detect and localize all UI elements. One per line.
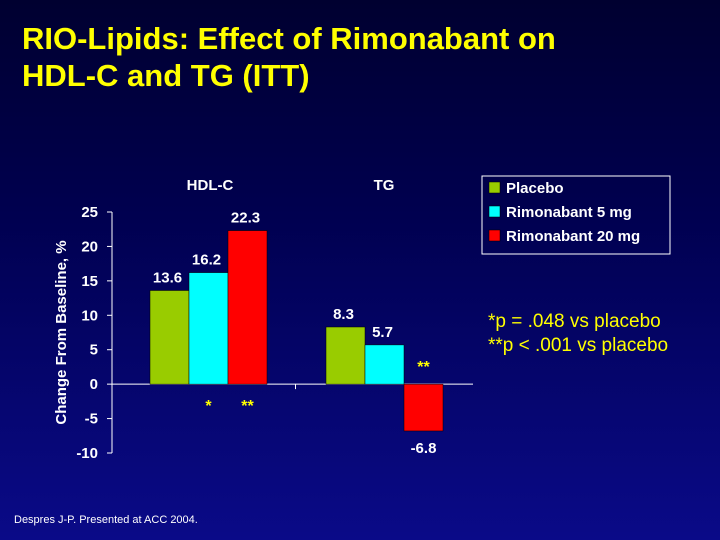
chart-axes: 25 20 15 10 5 0 -5 -10 Change From Baseline, % [53, 204, 473, 462]
data-label: 22.3 [231, 210, 260, 227]
y-tick-label: 0 [90, 376, 98, 393]
bar [188, 272, 229, 385]
bar [325, 326, 366, 385]
chart-labels: HDL-C 13.6 16.2 * 22.3 ** TG 8.3 5.7 -6.8 ** [153, 177, 437, 457]
source-citation: Despres J-P. Presented at ACC 2004. [14, 514, 198, 526]
y-tick-label: 5 [90, 342, 98, 359]
bar [227, 230, 268, 385]
data-label: -6.8 [411, 440, 437, 457]
category-label: HDL-C [187, 177, 234, 194]
category-label: TG [374, 177, 395, 194]
title-line-2: HDL-C and TG (ITT) [22, 58, 310, 93]
legend-swatch [488, 205, 501, 218]
y-tick-label: 10 [81, 307, 98, 324]
y-tick-label: 15 [81, 273, 98, 290]
bar [403, 383, 444, 432]
legend-label: Rimonabant 20 mg [506, 228, 640, 245]
data-label: 5.7 [372, 324, 393, 341]
y-tick-label: -5 [85, 411, 98, 428]
slide-title: RIO-Lipids: Effect of Rimonabant on HDL-… [22, 20, 702, 94]
y-tick-label: 20 [81, 238, 98, 255]
chart-bars [149, 230, 444, 432]
significance-marker: ** [241, 398, 254, 415]
significance-marker: * [205, 398, 212, 415]
data-label: 13.6 [153, 269, 182, 286]
data-label: 8.3 [333, 306, 354, 323]
footnote-significance-1: *p = .048 vs placebo [488, 311, 661, 332]
legend-swatch [488, 229, 501, 242]
legend-swatch [488, 181, 501, 194]
footnote-significance-2: **p < .001 vs placebo [488, 335, 669, 356]
chart-legend: Placebo Rimonabant 5 mg Rimonabant 20 mg [481, 175, 671, 255]
bar [149, 290, 190, 385]
bar [364, 344, 405, 385]
legend-box [481, 175, 671, 255]
title-line-1: RIO-Lipids: Effect of Rimonabant on [22, 21, 556, 56]
legend-label: Placebo [506, 180, 564, 197]
footnotes: *p = .048 vs placebo **p < .001 vs place… [488, 310, 668, 358]
y-tick-label: -10 [76, 445, 98, 462]
data-label: 16.2 [192, 252, 221, 269]
y-axis-title: Change From Baseline, % [53, 240, 70, 424]
legend-label: Rimonabant 5 mg [506, 204, 632, 221]
y-tick-label: 25 [81, 204, 98, 221]
significance-marker: ** [417, 359, 430, 376]
